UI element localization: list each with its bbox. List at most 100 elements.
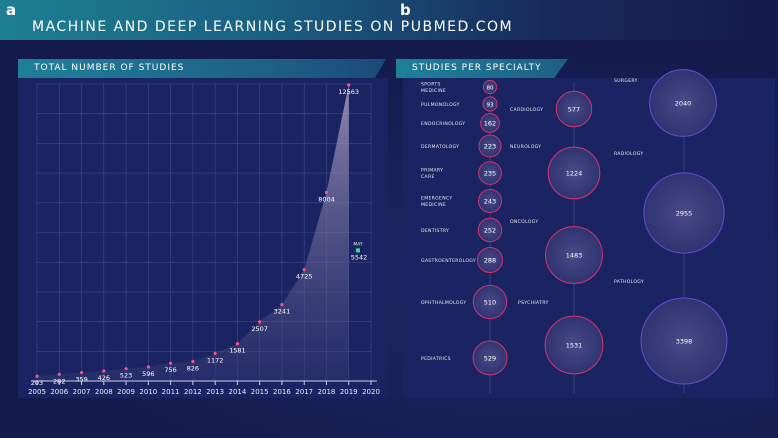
bubble: [482, 79, 498, 95]
data-point: [191, 359, 195, 364]
bubble-value: 3398: [676, 337, 693, 345]
specialty-label: PATHOLOGY: [614, 279, 644, 285]
bubble: [649, 69, 717, 137]
specialty-label: NEUROLOGY: [510, 144, 541, 150]
bubble: [547, 146, 601, 200]
data-label: 523: [120, 372, 132, 380]
bubble-value: 510: [484, 298, 496, 306]
studies-area: [37, 84, 349, 382]
data-label: 756: [164, 366, 176, 374]
bubble: [472, 340, 508, 376]
data-label: 596: [142, 370, 154, 378]
specialty-label: CARE: [421, 174, 435, 180]
x-tick-label: 2018: [318, 388, 336, 396]
title-band: [0, 0, 778, 40]
specialty-label: PRIMARY: [421, 168, 443, 174]
bubble: [476, 246, 504, 274]
chart-a-title: TOTAL NUMBER OF STUDIES: [18, 59, 386, 78]
x-tick-label: 2007: [73, 388, 91, 396]
data-point: [302, 268, 306, 272]
x-tick-label: 2012: [184, 388, 202, 396]
bubble-value: 223: [484, 142, 496, 150]
specialty-label: PSYCHIATRY: [518, 300, 549, 306]
specialty-label: OPHTHALMOLOGY: [421, 300, 466, 306]
x-tick-label: 2006: [50, 388, 68, 396]
bubble-value: 93: [487, 102, 494, 108]
specialty-label: SURGERY: [614, 78, 638, 84]
bubble-value: 577: [568, 105, 580, 113]
bubble-value: 1224: [566, 169, 583, 177]
bubble-value: 2040: [675, 99, 692, 107]
specialty-label: DENTISTRY: [421, 228, 449, 234]
bubble-value: 235: [484, 169, 496, 177]
data-label: 4725: [296, 273, 313, 281]
data-point: [235, 342, 239, 346]
bubble-value: 80: [487, 85, 494, 91]
data-label: 2507: [251, 325, 268, 333]
x-tick-label: 2016: [273, 388, 291, 396]
data-label: 3241: [274, 308, 291, 316]
bubble: [472, 284, 508, 320]
bubble: [478, 161, 502, 185]
x-tick-label: 2015: [251, 388, 269, 396]
specialty-label: CARDIOLOGY: [510, 107, 543, 113]
bubble-value: 1531: [566, 341, 583, 349]
x-tick-label: 2019: [340, 388, 358, 396]
bubble-value: 2955: [676, 209, 693, 217]
x-tick-label: 2009: [117, 388, 135, 396]
specialty-label: RADIOLOGY: [614, 151, 644, 157]
specialty-label: MEDICINE: [421, 202, 446, 208]
specialty-label: MEDICINE: [421, 88, 446, 94]
data-label: 12563: [338, 88, 359, 96]
data-point: [347, 83, 351, 87]
x-tick-label: 2010: [139, 388, 157, 396]
bubble: [480, 113, 500, 133]
data-point: [79, 370, 84, 375]
specialty-label: ONCOLOGY: [510, 219, 538, 225]
x-tick-label: 2008: [95, 388, 113, 396]
data-label: 826: [187, 365, 199, 373]
data-point: [146, 365, 150, 369]
specialty-label: GASTROENTEROLOGY: [421, 258, 476, 264]
x-tick-label: 2011: [162, 388, 180, 396]
bubble: [477, 217, 503, 243]
bubble-value: 252: [484, 226, 496, 234]
may-label: MAY: [353, 241, 363, 247]
bubble: [544, 315, 604, 375]
data-point: [124, 367, 128, 371]
bubble: [555, 90, 593, 128]
chart-b-title: STUDIES PER SPECIALTY: [396, 59, 568, 78]
panel-b-label: b: [400, 1, 411, 19]
data-label: 203: [31, 379, 43, 387]
specialty-label: PULMONOLOGY: [421, 102, 460, 108]
x-tick-label: 2005: [28, 388, 46, 396]
data-point: [57, 372, 61, 376]
data-point: [35, 374, 39, 378]
may-value-label: 5542: [351, 253, 368, 261]
data-point: [169, 361, 173, 365]
specialty-label: ENDOCRINOLOGY: [421, 121, 465, 127]
may-marker: [356, 248, 360, 253]
data-point: [102, 369, 106, 373]
bubble: [482, 96, 498, 112]
data-label: 282: [53, 377, 65, 385]
specialty-label: EMERGENCY: [421, 196, 453, 202]
bubble-value: 529: [484, 354, 496, 362]
x-tick-label: 2020: [362, 388, 380, 396]
data-label: 359: [75, 376, 87, 384]
bubble: [477, 188, 503, 214]
data-label: 426: [98, 374, 110, 382]
bubble-value: 1483: [566, 251, 583, 259]
specialty-label: SPORTS: [421, 82, 441, 88]
specialty-label: DERMATOLOGY: [421, 144, 459, 150]
data-point: [324, 190, 329, 194]
bubble: [640, 297, 728, 385]
page-title: MACHINE AND DEEP LEARNING STUDIES ON PUB…: [32, 19, 514, 35]
data-point: [280, 303, 284, 307]
bubble-value: 162: [484, 119, 496, 127]
bubble-value: 288: [484, 256, 496, 264]
x-tick-label: 2014: [228, 388, 246, 396]
data-point: [213, 351, 217, 355]
data-label: 1581: [229, 347, 246, 355]
